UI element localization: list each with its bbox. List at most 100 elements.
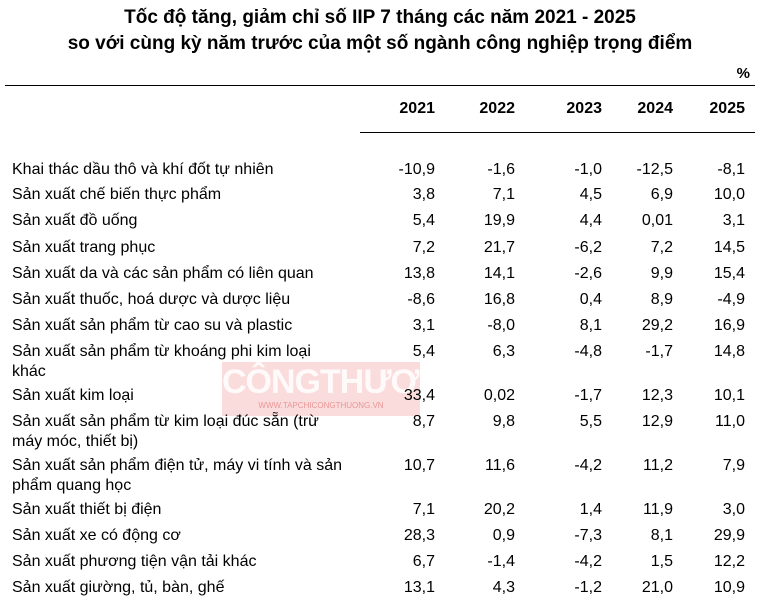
- cell: 10,0: [713, 186, 745, 203]
- title: Tốc độ tăng, giảm chỉ số IIP 7 tháng các…: [124, 7, 636, 28]
- row-label: Sản xuất thiết bị điện: [12, 501, 162, 518]
- cell: 3,0: [722, 501, 745, 518]
- cell: -7,3: [574, 527, 602, 544]
- unit: %: [736, 65, 750, 82]
- cell: 12,9: [641, 413, 673, 430]
- cell: -8,6: [407, 291, 435, 308]
- cell: -1,0: [574, 161, 602, 178]
- cell: 3,1: [722, 212, 745, 229]
- column-header: 2023: [566, 100, 602, 117]
- cell: 10,1: [713, 387, 745, 404]
- cell: -1,2: [574, 579, 602, 596]
- watermark-url: WWW.TAPCHICONGTHUONG.VN: [258, 401, 384, 410]
- cell: -6,2: [574, 239, 602, 256]
- cell: 7,2: [412, 239, 435, 256]
- cell: 21,0: [641, 579, 673, 596]
- cell: 3,1: [412, 317, 435, 334]
- cell: 12,2: [713, 553, 745, 570]
- cell: 14,1: [483, 265, 515, 282]
- cell: -4,9: [717, 291, 745, 308]
- cell: 8,9: [650, 291, 673, 308]
- cell: -4,2: [574, 457, 602, 474]
- row-label: Sản xuất phương tiện vận tải khác: [12, 553, 257, 570]
- cell: 28,3: [403, 527, 435, 544]
- row-label: Sản xuất kim loại: [12, 387, 134, 404]
- cell: -8,1: [717, 161, 745, 178]
- cell: -1,4: [487, 553, 515, 570]
- cell: 11,9: [643, 501, 673, 518]
- cell: 0,9: [492, 527, 515, 544]
- row-label: Sản xuất chế biến thực phẩm: [12, 186, 222, 203]
- cell: -12,5: [636, 161, 673, 178]
- cell: 33,4: [403, 387, 435, 404]
- cell: 5,5: [579, 413, 602, 430]
- column-header: 2022: [479, 100, 515, 117]
- cell: 1,4: [579, 501, 602, 518]
- cell: 5,4: [412, 343, 435, 360]
- cell: 10,7: [403, 457, 435, 474]
- cell: 9,8: [492, 413, 515, 430]
- cell: 20,2: [483, 501, 515, 518]
- row-label: Sản xuất trang phục: [12, 239, 156, 256]
- cell: 8,1: [650, 527, 673, 544]
- cell: 29,9: [713, 527, 745, 544]
- watermark: CÔNGTHƯƠNG: [222, 362, 469, 416]
- cell: -10,9: [398, 161, 435, 178]
- row-label: Khai thác dầu thô và khí đốt tự nhiên: [12, 161, 274, 178]
- row-label: Sản xuất sản phẩm từ kim loại đúc sẵn (t…: [12, 413, 319, 450]
- row-label: Sản xuất xe có động cơ: [12, 527, 181, 544]
- cell: 7,9: [722, 457, 745, 474]
- subtitle: so với cùng kỳ năm trước của một số ngàn…: [67, 33, 693, 54]
- cell: 6,9: [650, 186, 673, 203]
- row-label: Sản xuất sản phẩm điện tử, máy vi tính v…: [12, 457, 342, 494]
- cell: -1,6: [487, 161, 515, 178]
- cell: -4,2: [574, 553, 602, 570]
- row-label: Sản xuất giường, tủ, bàn, ghế: [12, 579, 225, 596]
- row-label: Sản xuất sản phẩm từ khoáng phi kim loại…: [12, 343, 311, 380]
- cell: 13,1: [403, 579, 435, 596]
- cell: 13,8: [403, 265, 435, 282]
- cell: 8,1: [579, 317, 602, 334]
- cell: 19,9: [483, 212, 515, 229]
- cell: 12,3: [641, 387, 673, 404]
- cell: -4,8: [574, 343, 602, 360]
- cell: 4,4: [579, 212, 602, 229]
- cell: -1,7: [645, 343, 673, 360]
- row-label: Sản xuất đồ uống: [12, 212, 138, 229]
- cell: 1,5: [650, 553, 673, 570]
- cell: 9,9: [650, 265, 673, 282]
- row-label: Sản xuất sản phẩm từ cao su và plastic: [12, 317, 293, 334]
- column-header: 2025: [709, 100, 745, 117]
- cell: 15,4: [713, 265, 745, 282]
- cell: -2,6: [574, 265, 602, 282]
- cell: 11,2: [643, 457, 673, 474]
- cell: -1,7: [574, 387, 602, 404]
- top-rule: [5, 85, 755, 86]
- cell: 8,7: [412, 413, 435, 430]
- cell: 0,02: [483, 387, 515, 404]
- cell: 11,6: [485, 457, 515, 474]
- column-header: 2021: [399, 100, 435, 117]
- cell: 7,2: [650, 239, 673, 256]
- cell: 6,7: [412, 553, 435, 570]
- cell: 16,8: [483, 291, 515, 308]
- header-rule: [360, 132, 755, 133]
- cell: 6,3: [492, 343, 515, 360]
- cell: 21,7: [483, 239, 515, 256]
- column-header: 2024: [637, 100, 673, 117]
- cell: 14,5: [713, 239, 745, 256]
- cell: 0,01: [641, 212, 673, 229]
- cell: 11,0: [715, 413, 745, 430]
- cell: 0,4: [579, 291, 602, 308]
- row-label: Sản xuất thuốc, hoá dược và dược liệu: [12, 291, 291, 308]
- cell: 4,3: [492, 579, 515, 596]
- cell: 7,1: [492, 186, 515, 203]
- cell: 16,9: [713, 317, 745, 334]
- cell: 10,9: [713, 579, 745, 596]
- cell: 4,5: [579, 186, 602, 203]
- cell: 3,8: [412, 186, 435, 203]
- cell: 5,4: [412, 212, 435, 229]
- cell: -8,0: [487, 317, 515, 334]
- row-label: Sản xuất da và các sản phẩm có liên quan: [12, 265, 314, 282]
